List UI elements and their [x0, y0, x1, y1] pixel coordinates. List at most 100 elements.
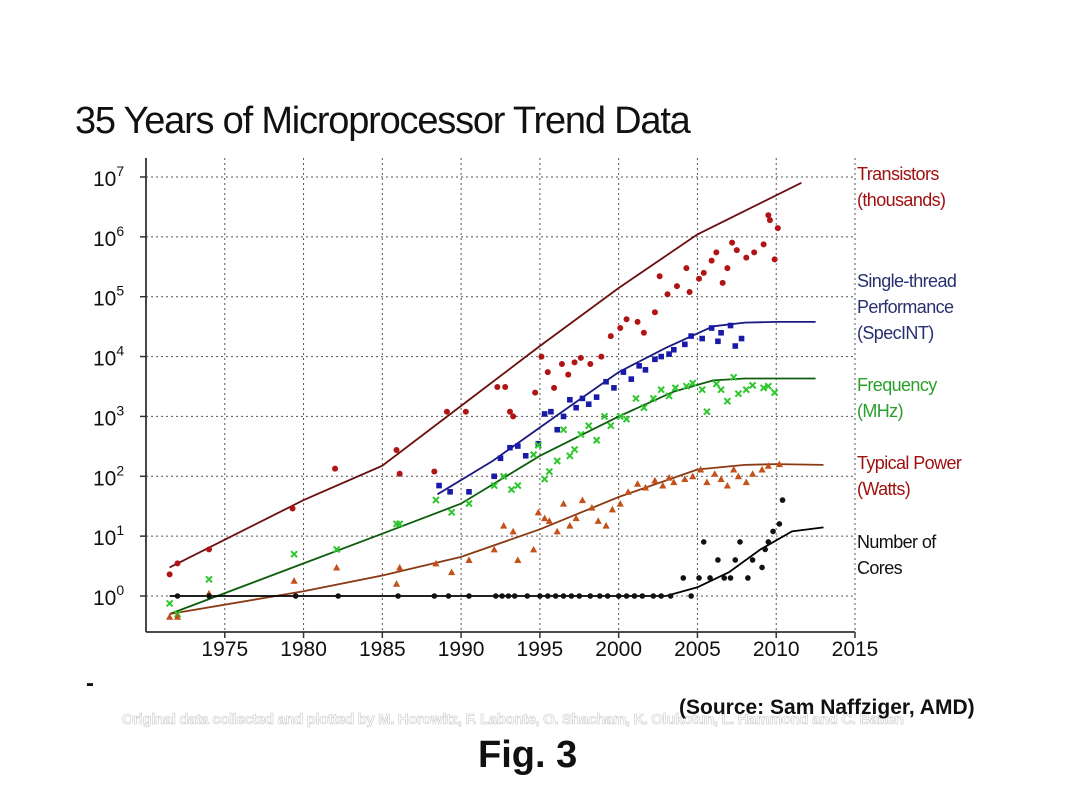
power-point: [509, 527, 517, 535]
frequency-point: [395, 520, 404, 528]
cores-point: [395, 593, 401, 599]
frequency-point: [545, 467, 554, 476]
y-tick-label: 102: [93, 462, 124, 490]
power-point: [166, 613, 174, 620]
transistors-point: [640, 329, 647, 336]
power-point: [711, 470, 719, 477]
transistors-point: [510, 413, 517, 420]
frequency-point: [559, 426, 568, 434]
frequency-point: [734, 389, 743, 398]
single_thread-legend-label: (SpecINT): [857, 323, 934, 343]
power-point: [432, 559, 440, 567]
single_thread-point: [579, 395, 586, 402]
power-point: [545, 517, 553, 524]
power-point: [703, 478, 711, 486]
transistors-point: [708, 257, 715, 264]
frequency-point: [703, 407, 711, 416]
power-point: [689, 472, 697, 480]
cores-point: [511, 593, 518, 599]
transistors-point: [174, 560, 181, 567]
power-point: [734, 472, 743, 480]
single_thread-point: [611, 385, 617, 391]
frequency-point: [764, 382, 773, 390]
single_thread-legend-label: Single-thread: [857, 271, 956, 291]
transistors-point: [538, 353, 545, 360]
power-point: [742, 478, 750, 486]
power-point: [624, 488, 632, 495]
cores-point: [544, 593, 551, 599]
single_thread-point: [738, 335, 745, 342]
x-tick-label: 1995: [517, 638, 564, 661]
axes: 100 101 102 103 104 105 106 107 1975 1980 1985 1990…: [93, 158, 878, 661]
x-tick-label: 1975: [201, 638, 248, 661]
x-tick-label: 1980: [280, 638, 327, 661]
cores-point: [623, 593, 630, 599]
single_thread-point: [447, 489, 453, 495]
cores-point: [737, 539, 743, 545]
single_thread-point: [636, 363, 642, 369]
frequency-point: [507, 485, 516, 494]
single_thread-point: [436, 482, 442, 489]
cores-point: [596, 593, 603, 599]
cores-point: [576, 593, 583, 599]
frequency-trend-line: [169, 377, 816, 615]
power-point: [616, 499, 624, 507]
cores-point: [770, 528, 776, 535]
single_thread-point: [620, 369, 627, 375]
power-point: [578, 496, 587, 504]
cores-point: [759, 564, 765, 571]
power-point: [572, 514, 580, 522]
power-point: [594, 517, 602, 524]
frequency-point: [534, 441, 543, 449]
power-point: [448, 568, 456, 576]
power-point: [748, 470, 757, 477]
transistors-legend-label: (thousands): [857, 190, 945, 210]
transistors-point: [673, 283, 680, 290]
transistors-point: [332, 465, 339, 472]
transistors-point: [502, 384, 509, 391]
cores-point: [560, 593, 567, 599]
single_thread-point: [715, 338, 721, 345]
frequency-point: [499, 472, 508, 480]
cores-point: [639, 593, 646, 599]
transistors-point: [393, 446, 400, 453]
transistors-point: [506, 408, 513, 415]
transistors-point: [551, 384, 558, 391]
cores-point: [762, 546, 768, 553]
single_thread-point: [585, 401, 592, 408]
x-tick-label: 2015: [832, 638, 879, 661]
frequency-point: [465, 499, 473, 508]
single_thread-point: [560, 413, 567, 420]
cores-point: [688, 593, 694, 599]
frequency-point: [717, 385, 725, 394]
frequency-point: [616, 412, 624, 421]
power-point: [730, 465, 738, 473]
cores-point: [604, 593, 611, 599]
frequency-point: [165, 599, 174, 608]
cores-point: [206, 593, 212, 599]
single_thread-point: [699, 335, 705, 342]
transistors-point: [558, 361, 565, 368]
cores-trend-line: [169, 526, 824, 597]
power-point: [559, 499, 568, 507]
frequency-point: [698, 385, 706, 394]
single_thread-point: [522, 452, 529, 459]
single_thread-point: [658, 353, 665, 360]
single_thread-point: [666, 351, 672, 357]
cores-point: [765, 539, 772, 545]
power-trend-line: [169, 463, 824, 615]
transistors-point: [565, 371, 572, 378]
cores-point: [431, 593, 438, 599]
power-point: [659, 481, 667, 489]
transistors-legend-label: Transistors: [857, 164, 939, 184]
cores-point: [335, 593, 342, 599]
cores-point: [505, 593, 512, 599]
single_thread-point: [593, 394, 600, 400]
single_thread-point: [567, 396, 573, 403]
single_thread-point: [732, 343, 739, 349]
transistors-point: [634, 318, 641, 325]
cores-point: [745, 575, 751, 581]
transistors-point: [751, 249, 758, 256]
power-point: [633, 480, 642, 487]
cores-point: [727, 575, 734, 581]
